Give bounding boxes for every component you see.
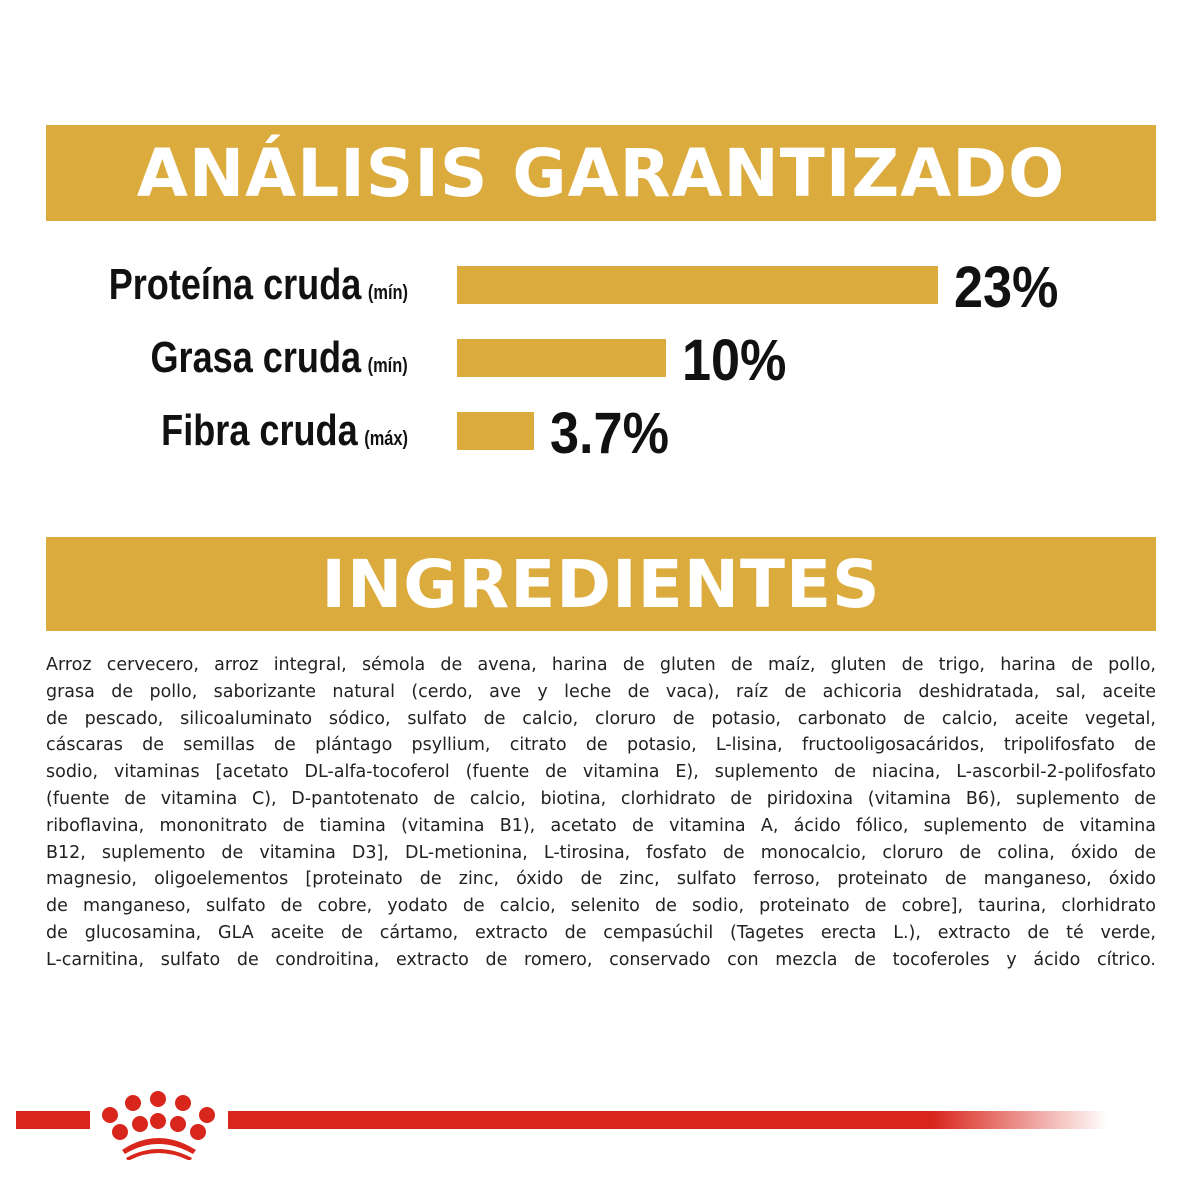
ingredients-line: Arroz cervecero, arroz integral, sémola … (46, 655, 1156, 675)
ingredients-line: de glucosamina, GLA aceite de cártamo, e… (46, 922, 1156, 943)
ingredients-text: Arroz cervecero, arroz integral, sémola … (46, 652, 1156, 974)
value-fat: 10% (682, 328, 787, 393)
ingredients-line: L-carnitina, sulfato de condroitina, ext… (46, 949, 1156, 970)
ingredients-title: INGREDIENTES (321, 545, 881, 623)
ingredients-line: magnesio, oligoelementos [proteinato de … (46, 869, 1156, 890)
row-qualifier: (máx) (364, 428, 408, 450)
ingredients-line: (fuente de vitamina C), D-pantotenato de… (46, 788, 1156, 809)
value-fiber: 3.7% (550, 401, 670, 466)
ingredients-line: cáscaras de semillas de plántago psylliu… (46, 735, 1156, 756)
value-protein: 23% (954, 255, 1059, 320)
ingredients-line: sodio, vitaminas [acetato DL-alfa-tocofe… (46, 762, 1156, 783)
row-qualifier: (mín) (367, 282, 408, 304)
bar-protein (457, 266, 938, 304)
ingredients-line: de manganeso, sulfato de cobre, yodato d… (46, 896, 1156, 917)
logo-line-right (228, 1111, 1108, 1129)
analysis-header: ANÁLISIS GARANTIZADO (46, 125, 1156, 221)
analysis-row-fat: Grasa cruda (mín) 10% (0, 328, 1200, 393)
analysis-row-protein: Proteína cruda (mín) 23% (0, 255, 1200, 320)
logo-line-left (16, 1111, 90, 1129)
ingredients-line: grasa de pollo, saborizante natural (cer… (46, 681, 1156, 702)
bar-fat (457, 339, 667, 377)
row-label: Grasa cruda (150, 333, 362, 382)
ingredients-line: B12, suplemento de vitamina D3], DL-meti… (46, 842, 1156, 863)
row-qualifier: (mín) (367, 355, 408, 377)
analysis-row-fiber: Fibra cruda (máx) 3.7% (0, 401, 1200, 466)
royal-canin-crown-logo (16, 1091, 1108, 1160)
crown-icon (102, 1091, 215, 1160)
ingredients-header: INGREDIENTES (46, 537, 1156, 631)
bar-fiber (457, 412, 535, 450)
row-label: Fibra cruda (161, 406, 358, 455)
row-label: Proteína cruda (108, 260, 362, 309)
ingredients-line: riboflavina, mononitrato de tiamina (vit… (46, 815, 1156, 836)
ingredients-line: de pescado, silicoaluminato sódico, sulf… (46, 708, 1156, 729)
analysis-title: ANÁLISIS GARANTIZADO (136, 134, 1066, 212)
